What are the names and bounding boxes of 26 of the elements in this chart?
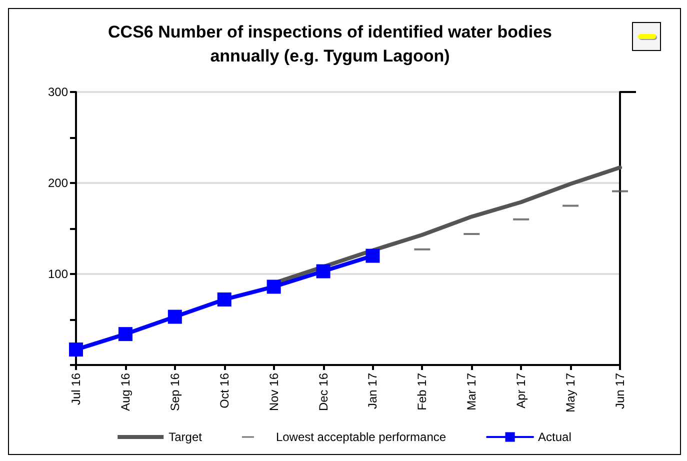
x-tick-label: Nov 16 xyxy=(266,372,281,412)
point xyxy=(118,327,132,342)
x-tick-label: Jun 17 xyxy=(613,372,627,410)
y-tick-label: 100 xyxy=(48,267,68,281)
legend-label: Lowest acceptable performance xyxy=(276,430,446,444)
point xyxy=(266,280,281,294)
x-tick-label: Oct 16 xyxy=(217,372,232,408)
x-tick-label: Apr 17 xyxy=(514,372,528,408)
x-tick-label: Feb 17 xyxy=(415,372,430,410)
point xyxy=(69,342,83,357)
x-tick-label: Jan 17 xyxy=(366,372,380,410)
x-tick-label: Jul 16 xyxy=(69,372,83,406)
point xyxy=(366,248,380,263)
x-tick-label: May 17 xyxy=(564,372,578,412)
x-tick-label: Dec 16 xyxy=(316,372,330,412)
legend-label: Target xyxy=(168,430,203,444)
x-tick-label: Mar 17 xyxy=(464,372,479,410)
chart-title: CCS6 Number of inspections of identified water bodies annually (e.g. Tygum Lagoon) xyxy=(108,22,552,66)
x-tick-label: Sep 16 xyxy=(168,372,182,412)
y-tick-label: 200 xyxy=(48,176,68,190)
legend-label: Actual xyxy=(538,430,572,444)
y-tick-label: 300 xyxy=(48,85,68,99)
point xyxy=(316,264,330,278)
x-tick-label: Aug 16 xyxy=(118,372,132,412)
point xyxy=(217,292,232,306)
point xyxy=(168,310,182,324)
